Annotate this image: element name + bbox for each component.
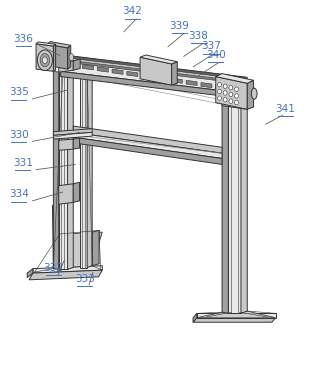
Polygon shape: [47, 44, 68, 69]
Polygon shape: [53, 132, 92, 139]
Polygon shape: [193, 318, 276, 322]
Polygon shape: [231, 87, 242, 92]
Polygon shape: [73, 126, 222, 153]
Circle shape: [229, 99, 233, 104]
Polygon shape: [140, 55, 177, 64]
Polygon shape: [186, 80, 197, 86]
Ellipse shape: [37, 50, 52, 70]
Circle shape: [235, 100, 238, 105]
Polygon shape: [73, 182, 80, 203]
Polygon shape: [142, 74, 153, 79]
Text: 331: 331: [13, 158, 33, 168]
Circle shape: [235, 94, 238, 98]
Polygon shape: [197, 311, 276, 318]
Polygon shape: [87, 69, 92, 267]
Polygon shape: [53, 129, 92, 135]
Polygon shape: [172, 62, 177, 85]
Polygon shape: [68, 62, 79, 68]
Polygon shape: [53, 232, 102, 268]
Text: 340: 340: [206, 50, 225, 60]
Ellipse shape: [40, 54, 50, 67]
Circle shape: [235, 87, 238, 92]
Polygon shape: [27, 268, 33, 278]
Polygon shape: [201, 82, 212, 88]
Circle shape: [223, 98, 227, 102]
Polygon shape: [36, 44, 53, 71]
Polygon shape: [59, 61, 73, 72]
Polygon shape: [228, 106, 241, 313]
Polygon shape: [73, 137, 222, 164]
Text: 334: 334: [9, 189, 29, 200]
Polygon shape: [61, 61, 247, 94]
Polygon shape: [197, 313, 276, 318]
Text: 338: 338: [189, 31, 208, 41]
Ellipse shape: [69, 54, 74, 61]
Polygon shape: [73, 132, 222, 159]
Polygon shape: [59, 184, 73, 204]
Polygon shape: [156, 76, 168, 81]
Ellipse shape: [43, 57, 47, 63]
Polygon shape: [59, 139, 73, 150]
Polygon shape: [68, 45, 71, 69]
Polygon shape: [53, 71, 59, 269]
Text: 341: 341: [275, 104, 295, 114]
Polygon shape: [52, 204, 60, 268]
Polygon shape: [68, 70, 73, 269]
Polygon shape: [140, 57, 172, 85]
Text: 332: 332: [44, 263, 63, 273]
Text: 330: 330: [9, 130, 29, 140]
Circle shape: [218, 96, 221, 100]
Polygon shape: [61, 71, 247, 99]
Polygon shape: [97, 67, 108, 72]
Polygon shape: [241, 104, 247, 313]
Circle shape: [229, 92, 233, 97]
Polygon shape: [73, 59, 80, 70]
Polygon shape: [62, 60, 246, 84]
Text: 336: 336: [14, 34, 33, 44]
Polygon shape: [92, 230, 99, 266]
Polygon shape: [73, 138, 80, 149]
Circle shape: [218, 82, 221, 87]
Polygon shape: [216, 74, 253, 83]
Polygon shape: [47, 42, 71, 48]
Text: 335: 335: [9, 87, 29, 98]
Polygon shape: [82, 64, 93, 70]
Text: 342: 342: [122, 6, 142, 16]
Polygon shape: [222, 98, 247, 109]
Polygon shape: [36, 42, 56, 46]
Circle shape: [218, 89, 221, 94]
Polygon shape: [80, 70, 87, 267]
Polygon shape: [112, 69, 123, 74]
Polygon shape: [193, 313, 197, 322]
Polygon shape: [29, 270, 102, 280]
Polygon shape: [61, 55, 247, 83]
Polygon shape: [222, 104, 228, 313]
Polygon shape: [247, 80, 253, 110]
Circle shape: [223, 84, 227, 88]
Polygon shape: [216, 76, 247, 110]
Polygon shape: [216, 85, 227, 90]
Text: 333: 333: [75, 273, 95, 284]
Text: 337: 337: [201, 41, 221, 51]
Polygon shape: [59, 72, 68, 269]
Ellipse shape: [251, 88, 257, 99]
Polygon shape: [171, 78, 182, 83]
Circle shape: [229, 86, 233, 90]
Polygon shape: [33, 266, 102, 273]
Polygon shape: [53, 44, 56, 71]
Polygon shape: [62, 55, 246, 80]
Circle shape: [223, 91, 227, 95]
Text: 339: 339: [169, 21, 190, 31]
Polygon shape: [127, 71, 138, 76]
